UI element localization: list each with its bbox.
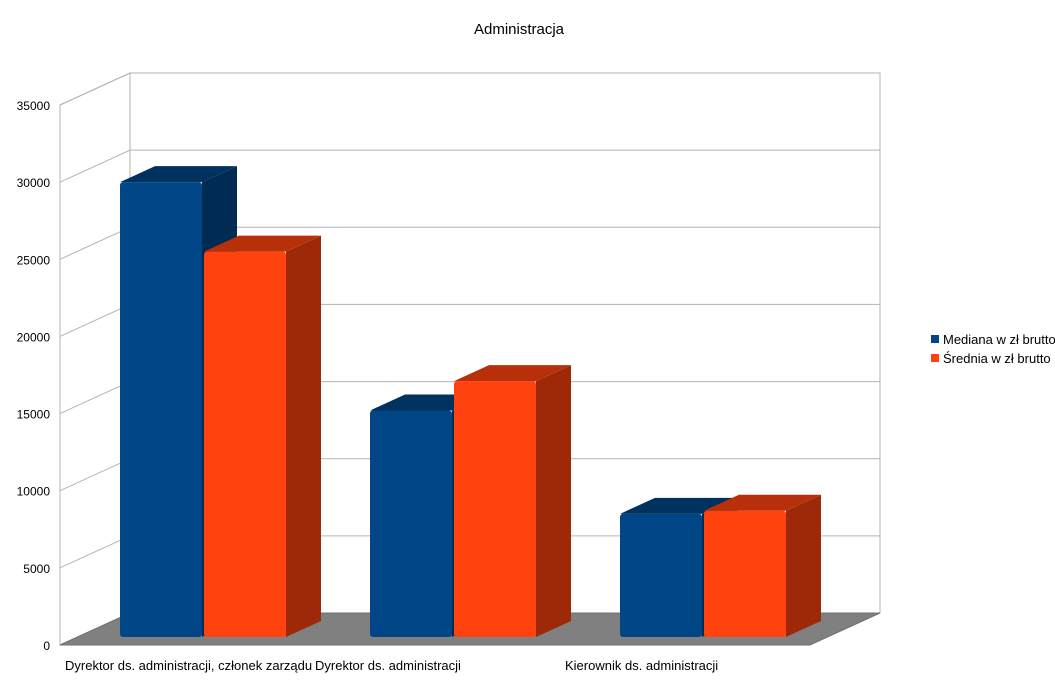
bar-side: [786, 494, 821, 637]
y-axis-ticks: 0 5000 10000 15000 20000 25000 30000 35000: [17, 99, 51, 653]
bar-side: [286, 235, 321, 638]
y-tick-label: 5000: [23, 562, 50, 576]
legend-label: Średnia w zł brutto: [943, 351, 1051, 366]
bar: [704, 494, 821, 637]
y-tick-label: 25000: [17, 253, 51, 267]
legend-swatch: [931, 335, 939, 343]
bar-top: [704, 494, 821, 511]
legend-item: Średnia w zł brutto: [931, 351, 1051, 366]
bar-front: [120, 182, 202, 637]
bar-front: [370, 410, 452, 637]
bar-front: [204, 251, 286, 638]
y-tick-label: 30000: [17, 176, 51, 190]
y-tick-label: 0: [43, 639, 50, 653]
bar-front: [620, 513, 702, 637]
bar-front: [454, 381, 536, 637]
x-axis-labels: Dyrektor ds. administracji, członek zarz…: [65, 658, 718, 673]
y-tick-label: 20000: [17, 330, 51, 344]
y-tick-label: 10000: [17, 485, 51, 499]
chart-title: Administracja: [474, 21, 565, 38]
grid-line: [59, 149, 880, 183]
bar-top: [454, 365, 571, 382]
legend-item: Mediana w zł brutto: [931, 332, 1055, 347]
legend-label: Mediana w zł brutto: [943, 332, 1055, 347]
bar: [454, 365, 571, 637]
legend-swatch: [931, 354, 939, 362]
grid-line: [59, 72, 880, 106]
bars: [120, 166, 821, 638]
x-tick-label: Dyrektor ds. administracji: [315, 658, 461, 673]
bar: [204, 235, 321, 638]
x-tick-label: Dyrektor ds. administracji, członek zarz…: [65, 658, 312, 673]
bar-top: [204, 235, 321, 252]
legend: Mediana w zł brutto Średnia w zł brutto: [931, 332, 1055, 366]
y-tick-label: 15000: [17, 408, 51, 422]
bar-top: [120, 166, 237, 183]
y-tick-label: 35000: [17, 99, 51, 113]
bar-front: [704, 510, 786, 637]
side-wall: [59, 72, 131, 646]
x-tick-label: Kierownik ds. administracji: [565, 658, 718, 673]
bar-side: [536, 365, 571, 637]
